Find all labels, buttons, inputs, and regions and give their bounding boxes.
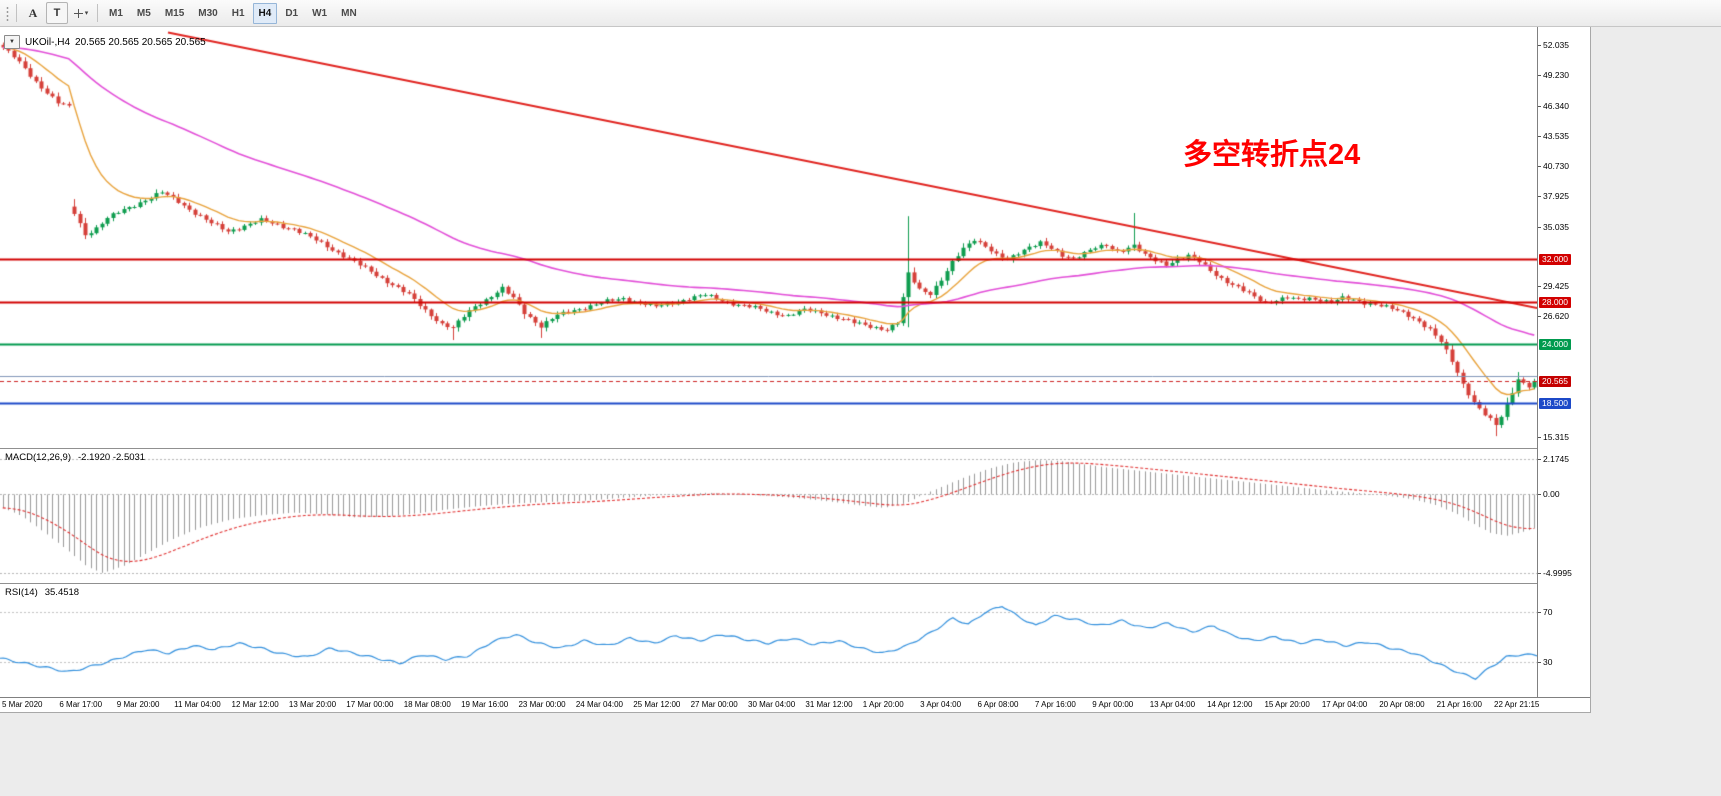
panel-separator[interactable] [0,448,1590,449]
price-tick-label: 15.315 [1538,432,1569,443]
date-label: 1 Apr 20:00 [862,700,904,709]
price-axis[interactable]: 52.035 49.230 46.340 43.535 40.730 37.925 35.0… [1537,27,1590,697]
date-label: 12 Mar 12:00 [231,700,279,709]
text-tool-button[interactable]: T [46,2,68,24]
toolbar-separator [97,4,98,22]
date-label: 14 Apr 12:00 [1207,700,1253,709]
one-click-trading-toggle[interactable]: ▼ [4,35,20,49]
chart-ohlc-values: 20.565 20.565 20.565 20.565 [75,36,206,48]
timeframe-button-m5[interactable]: M5 [136,7,151,19]
macd-name: MACD(12,26,9) [5,452,71,463]
chart-symbol-period: UKOil-,H4 [25,36,71,48]
rsi-indicator-canvas[interactable] [0,584,1537,697]
timeframe-button-h1[interactable]: H1 [231,7,245,19]
date-label: 3 Apr 04:00 [920,700,962,709]
chevron-down-icon: ▾ [84,10,89,17]
price-line-badge: 24.000 [1539,339,1571,351]
macd-level-label: 0.00 [1538,488,1560,499]
timeframe-button-m15[interactable]: M15 [164,7,185,19]
date-label: 24 Mar 04:00 [575,700,623,709]
timeframe-button-mn[interactable]: MN [341,7,357,19]
timeframe-group: M1 M5 M15 M30 H1 H4 D1 W1 MN [102,2,364,24]
timeframe-button-h4[interactable]: H4 [252,2,278,24]
workspace-background [0,713,1721,796]
crosshair-icon [73,8,83,18]
date-label: 19 Mar 16:00 [461,700,509,709]
macd-level-label: 2.1745 [1538,453,1569,464]
toolbar: A T ▾ M1 M5 M15 M30 H1 H4 D1 W1 MN [0,0,1721,27]
chart-annotation-text: 多空转折点24 [1183,139,1361,171]
text-icon: T [53,7,61,19]
date-label: 17 Apr 04:00 [1321,700,1368,709]
workspace-background [1591,27,1721,713]
date-label: 6 Mar 17:00 [59,700,103,709]
time-axis[interactable]: 5 Mar 2020 6 Mar 17:00 9 Mar 20:00 11 Mar 0… [0,697,1590,712]
price-tick-label: 37.925 [1538,190,1569,201]
date-label: 11 Mar 04:00 [174,700,221,709]
price-line-badge: 28.000 [1539,296,1571,308]
date-label: 21 Apr 16:00 [1436,700,1482,709]
text-label-tool-button[interactable]: A [22,2,44,24]
date-label: 6 Apr 08:00 [977,700,1019,709]
date-label: 18 Mar 08:00 [403,700,451,709]
price-line-badge: 20.565 [1539,376,1571,387]
price-tick-label: 43.535 [1538,130,1569,141]
date-label: 13 Mar 20:00 [288,700,337,709]
price-tick-label: 29.425 [1538,281,1569,292]
rsi-level-label: 70 [1537,607,1553,617]
macd-indicator-canvas[interactable] [0,449,1537,583]
date-label: 7 Apr 16:00 [1034,700,1076,709]
timeframe-button-m30[interactable]: M30 [198,7,218,19]
text-label-icon: A [28,5,38,20]
date-label: 9 Apr 00:00 [1092,700,1134,709]
date-label: 17 Mar 00:00 [346,700,394,709]
shapes-tool-button[interactable]: ▾ [70,2,92,24]
macd-values: -2.1920 -2.5031 [78,452,146,463]
macd-label: MACD(12,26,9) -2.1920 -2.5031 [5,452,145,463]
price-line-badge: 18.500 [1539,398,1571,410]
chart-window: ▼ UKOil-,H4 20.565 20.565 20.565 20.565 … [0,27,1591,713]
date-label: 31 Mar 12:00 [805,700,853,709]
toolbar-drag-handle-icon[interactable] [4,4,9,22]
rsi-name: RSI(14) [5,587,38,598]
macd-level-label: -4.9995 [1538,568,1572,579]
date-label: 20 Apr 08:00 [1379,700,1425,709]
date-label: 9 Mar 20:00 [116,700,160,709]
price-tick-label: 35.035 [1538,221,1569,232]
date-label: 5 Mar 2020 [2,700,43,709]
rsi-label: RSI(14) 35.4518 [5,587,79,598]
price-tick-label: 26.620 [1538,311,1569,322]
rsi-value: 35.4518 [44,587,80,598]
timeframe-button-m1[interactable]: M1 [109,7,123,19]
date-label: 22 Apr 21:15 [1494,700,1540,709]
price-chart-canvas[interactable] [0,27,1537,448]
date-label: 30 Mar 04:00 [748,700,796,709]
price-tick-label: 52.035 [1538,39,1569,50]
date-label: 27 Mar 00:00 [690,700,738,709]
rsi-level-label: 30 [1537,657,1553,667]
date-label: 13 Apr 04:00 [1149,700,1196,709]
price-line-badge: 32.000 [1539,253,1571,265]
date-label: 25 Mar 12:00 [633,700,681,709]
timeframe-button-d1[interactable]: D1 [285,7,299,19]
toolbar-separator [16,4,17,22]
date-label: 15 Apr 20:00 [1264,700,1310,709]
price-tick-label: 40.730 [1538,160,1569,171]
price-tick-label: 49.230 [1538,69,1569,80]
price-tick-label: 46.340 [1538,100,1569,111]
timeframe-button-w1[interactable]: W1 [312,7,328,19]
date-label: 23 Mar 00:00 [518,700,566,709]
chart-title: ▼ UKOil-,H4 20.565 20.565 20.565 20.565 [4,35,206,49]
panel-separator[interactable] [0,583,1590,584]
